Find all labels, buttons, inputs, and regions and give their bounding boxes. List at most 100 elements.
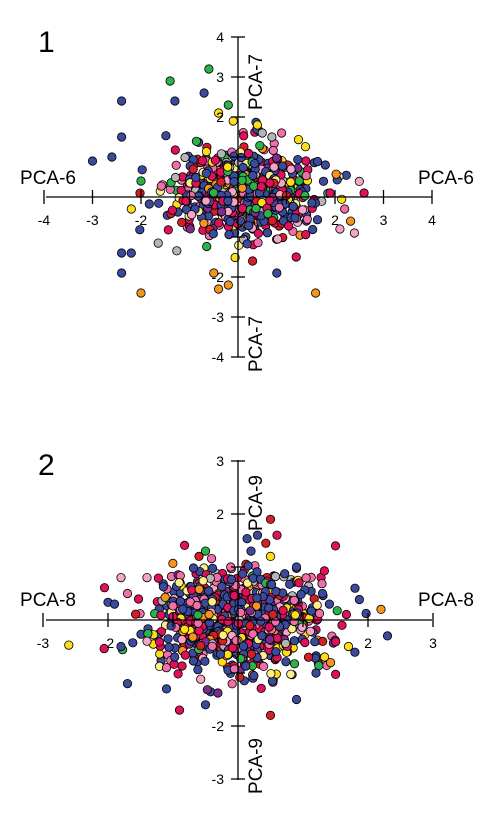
x-axis-label-right: PCA-6 — [418, 168, 474, 189]
data-point — [265, 195, 275, 205]
data-point — [170, 96, 180, 106]
y-tick-label: -2 — [212, 718, 225, 734]
data-point — [223, 196, 233, 206]
data-point — [174, 705, 185, 715]
data-point — [223, 100, 233, 110]
data-point — [312, 215, 323, 225]
data-point — [180, 650, 190, 660]
x-tick-label: -3 — [86, 212, 99, 228]
data-point — [300, 142, 311, 152]
data-point — [289, 659, 300, 669]
data-point — [307, 198, 317, 208]
data-point — [300, 191, 310, 201]
data-point — [376, 604, 386, 615]
x-axis-label-left: PCA-8 — [20, 590, 76, 611]
data-point — [318, 176, 329, 186]
data-point — [193, 618, 203, 628]
data-point — [317, 579, 327, 589]
data-point — [188, 164, 198, 174]
data-point — [217, 581, 227, 592]
data-point — [245, 621, 255, 631]
data-point — [256, 616, 266, 626]
data-point — [286, 177, 296, 187]
data-point — [158, 582, 168, 592]
data-point — [171, 160, 181, 170]
data-point — [165, 76, 175, 86]
data-point — [349, 228, 359, 238]
data-point — [172, 246, 182, 256]
data-point — [161, 663, 172, 673]
data-point — [117, 268, 127, 278]
data-point — [126, 248, 136, 258]
data-point — [163, 225, 173, 235]
data-point — [194, 626, 204, 636]
data-point — [166, 621, 176, 631]
x-tick-label: 3 — [429, 635, 437, 651]
data-point — [280, 638, 291, 649]
data-point — [170, 172, 181, 183]
data-point — [290, 213, 300, 223]
data-point — [289, 595, 299, 605]
data-point — [196, 641, 206, 651]
data-point — [168, 601, 178, 611]
data-point — [207, 641, 217, 651]
data-point — [267, 132, 277, 142]
data-point — [173, 669, 183, 679]
data-point — [281, 657, 291, 667]
data-point — [142, 636, 152, 646]
data-point — [258, 661, 269, 672]
y-tick-label: -3 — [212, 309, 225, 325]
data-point — [200, 700, 211, 710]
data-point — [265, 710, 276, 721]
x-tick-label: 2 — [364, 635, 372, 651]
data-point — [180, 152, 190, 163]
data-point — [286, 164, 296, 174]
data-point — [319, 566, 329, 576]
data-point — [238, 641, 249, 651]
axes: -3 -2 2 3 3 2 -2 -3 PCA-8 PCA-8 PCA-9 PCA-9 — [20, 453, 474, 794]
data-point — [382, 631, 393, 641]
data-point — [302, 214, 312, 224]
data-point — [289, 636, 299, 646]
data-point — [248, 629, 258, 639]
data-point — [153, 573, 163, 583]
data-point — [286, 669, 296, 679]
data-point — [201, 147, 211, 157]
data-point — [192, 600, 202, 611]
y-tick-label: -4 — [212, 349, 225, 365]
data-point — [142, 572, 152, 583]
data-point — [200, 546, 211, 556]
data-point — [204, 586, 214, 596]
data-point — [202, 685, 212, 695]
data-point — [244, 221, 254, 231]
data-point — [175, 596, 186, 606]
data-point — [256, 683, 266, 694]
data-point — [266, 579, 277, 590]
data-point — [359, 188, 369, 198]
data-point — [278, 605, 288, 616]
data-point — [261, 538, 271, 548]
data-point — [293, 135, 304, 145]
data-point — [174, 578, 184, 588]
data-point — [136, 288, 146, 298]
data-point — [264, 603, 274, 613]
data-point — [99, 643, 109, 654]
data-point — [251, 203, 261, 214]
data-point — [201, 196, 211, 206]
y-tick-label: -3 — [212, 771, 225, 787]
data-point — [255, 141, 265, 151]
data-point — [180, 540, 190, 551]
data-point — [204, 64, 214, 74]
data-point — [156, 610, 166, 620]
data-point — [137, 165, 147, 175]
data-point — [290, 610, 300, 620]
data-point — [306, 606, 316, 616]
data-point — [229, 664, 239, 674]
data-point — [277, 161, 288, 171]
data-point — [253, 228, 263, 238]
data-point — [170, 652, 180, 662]
data-point — [163, 634, 173, 644]
data-point — [197, 156, 208, 166]
data-point — [265, 551, 276, 562]
data-point — [215, 649, 225, 659]
